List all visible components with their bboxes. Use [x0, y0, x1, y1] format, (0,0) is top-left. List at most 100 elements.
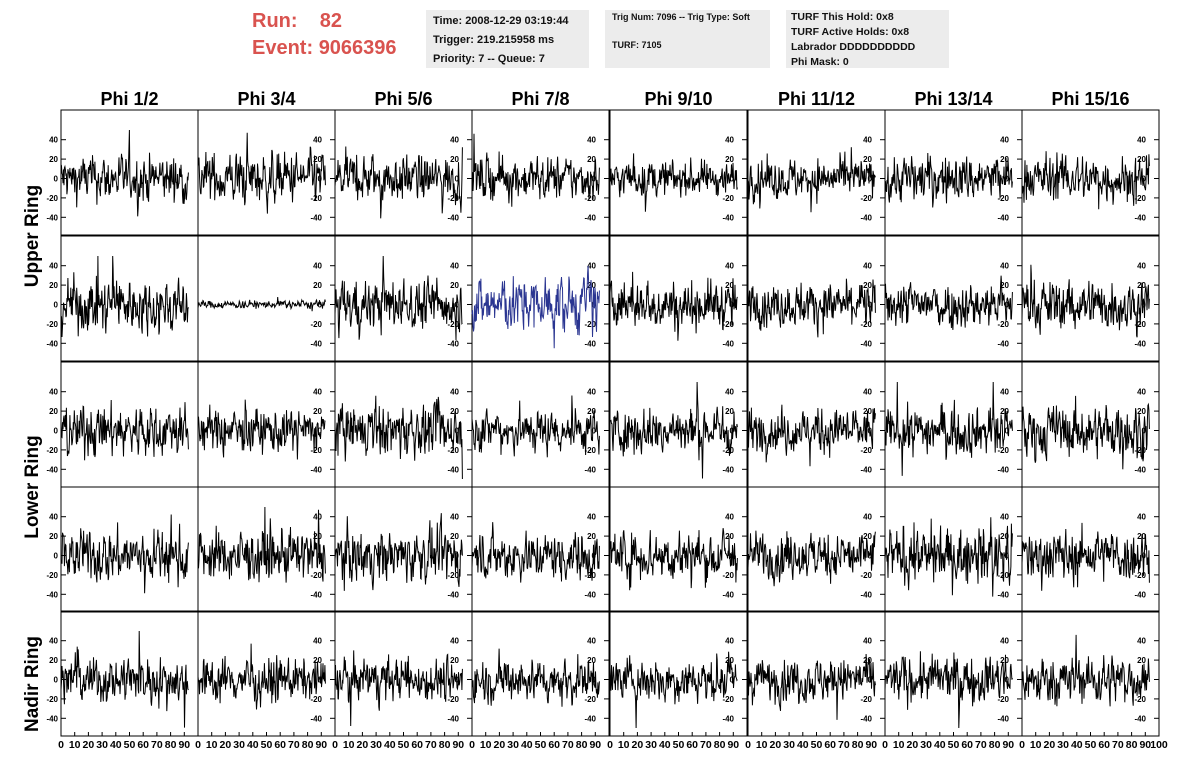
- x-tick-label: 100: [1150, 739, 1168, 751]
- y-tick-label: -40: [310, 213, 322, 222]
- waveform-trace: [884, 152, 1013, 208]
- x-tick-label: 20: [632, 739, 644, 751]
- panel-frame: [609, 235, 748, 362]
- y-tick-label: -20: [46, 571, 58, 580]
- y-tick-label: 0: [455, 301, 460, 310]
- x-tick-label: 30: [507, 739, 519, 751]
- waveform-trace: [334, 513, 463, 591]
- x-tick-label: 40: [1071, 739, 1083, 751]
- y-tick-label: 0: [455, 175, 460, 184]
- y-tick-label: -40: [860, 714, 872, 723]
- waveform-trace: [884, 517, 1013, 597]
- x-tick-label: 10: [756, 739, 768, 751]
- waveform-trace: [609, 271, 738, 341]
- x-tick-label: 10: [343, 739, 355, 751]
- x-tick-label: 10: [480, 739, 492, 751]
- x-tick-label: 80: [165, 739, 177, 751]
- x-tick-label: 20: [83, 739, 95, 751]
- y-tick-label: -40: [1134, 339, 1146, 348]
- y-tick-label: 40: [313, 262, 322, 271]
- event-label: Event:: [252, 37, 314, 59]
- x-tick-label: 0: [469, 739, 475, 751]
- waveform-trace: [334, 650, 463, 727]
- time-text: Time: 2008-12-29 03:19:44: [433, 15, 569, 27]
- y-tick-label: 0: [54, 301, 59, 310]
- row-label: Nadir Ring: [22, 636, 43, 732]
- y-tick-label: 20: [1137, 407, 1146, 416]
- waveform-trace: [471, 522, 600, 583]
- x-tick-label: 50: [673, 739, 685, 751]
- y-tick-label: 20: [49, 155, 58, 164]
- y-tick-label: -20: [860, 571, 872, 580]
- y-tick-label: 40: [450, 513, 459, 522]
- y-tick-label: -40: [997, 590, 1009, 599]
- y-tick-label: 40: [49, 637, 58, 646]
- x-tick-label: 40: [247, 739, 259, 751]
- waveform-trace: [1021, 634, 1150, 707]
- y-tick-label: -40: [447, 714, 459, 723]
- x-tick-label: 30: [233, 739, 245, 751]
- y-tick-label: -40: [584, 339, 596, 348]
- panel-frame: [1021, 486, 1160, 613]
- waveform-trace: [197, 399, 326, 460]
- y-tick-label: -20: [310, 571, 322, 580]
- x-tick-label: 40: [659, 739, 671, 751]
- y-tick-label: 20: [725, 407, 734, 416]
- x-tick-label: 70: [151, 739, 163, 751]
- y-tick-label: 40: [313, 637, 322, 646]
- run-event-header: Run: 82 Event: 9066396: [252, 8, 397, 62]
- y-tick-label: -40: [46, 339, 58, 348]
- y-tick-label: -40: [997, 714, 1009, 723]
- y-tick-label: -20: [584, 194, 596, 203]
- waveform-trace: [1021, 395, 1150, 470]
- y-tick-label: 0: [868, 301, 873, 310]
- x-tick-label: 0: [745, 739, 751, 751]
- y-tick-label: 0: [318, 301, 323, 310]
- y-tick-label: 20: [1137, 155, 1146, 164]
- y-tick-label: 0: [54, 175, 59, 184]
- y-tick-label: -20: [860, 320, 872, 329]
- y-tick-label: -40: [46, 213, 58, 222]
- x-tick-label: 80: [302, 739, 314, 751]
- y-tick-label: -20: [310, 695, 322, 704]
- y-tick-label: 40: [1137, 513, 1146, 522]
- x-tick-label: 10: [893, 739, 905, 751]
- y-tick-label: -40: [860, 590, 872, 599]
- x-tick-label: 80: [989, 739, 1001, 751]
- y-tick-label: -20: [722, 695, 734, 704]
- y-tick-label: 40: [725, 136, 734, 145]
- y-tick-label: -20: [860, 695, 872, 704]
- y-tick-label: 0: [455, 427, 460, 436]
- turf-info-panel: TURF This Hold: 0x8 TURF Active Holds: 0…: [786, 10, 949, 68]
- y-tick-label: -40: [447, 590, 459, 599]
- x-tick-label: 80: [576, 739, 588, 751]
- y-tick-label: -40: [722, 465, 734, 474]
- y-tick-label: 20: [450, 532, 459, 541]
- waveform-trace: [471, 265, 600, 349]
- x-tick-label: 70: [562, 739, 574, 751]
- y-tick-label: -40: [997, 465, 1009, 474]
- y-tick-label: 40: [1137, 388, 1146, 397]
- waveform-trace: [884, 275, 1013, 330]
- y-tick-label: 20: [313, 281, 322, 290]
- waveform-trace: [334, 146, 463, 219]
- waveform-trace: [197, 643, 326, 710]
- x-tick-label: 50: [948, 739, 960, 751]
- x-tick-label: 80: [1126, 739, 1138, 751]
- y-tick-label: -20: [447, 320, 459, 329]
- y-tick-label: 40: [863, 513, 872, 522]
- waveform-trace: [747, 278, 876, 338]
- panel-frame: [471, 486, 610, 613]
- waveform-trace: [884, 651, 1013, 729]
- y-tick-label: 40: [450, 262, 459, 271]
- y-tick-label: 20: [1000, 532, 1009, 541]
- y-tick-label: -40: [310, 590, 322, 599]
- y-tick-label: 40: [450, 388, 459, 397]
- phi-mask-text: Phi Mask: 0: [791, 56, 849, 68]
- x-tick-label: 30: [783, 739, 795, 751]
- row-label: Upper Ring: [22, 185, 43, 287]
- y-tick-label: 40: [49, 262, 58, 271]
- x-tick-label: 70: [700, 739, 712, 751]
- waveform-trace: [1021, 522, 1150, 591]
- y-tick-label: 40: [313, 388, 322, 397]
